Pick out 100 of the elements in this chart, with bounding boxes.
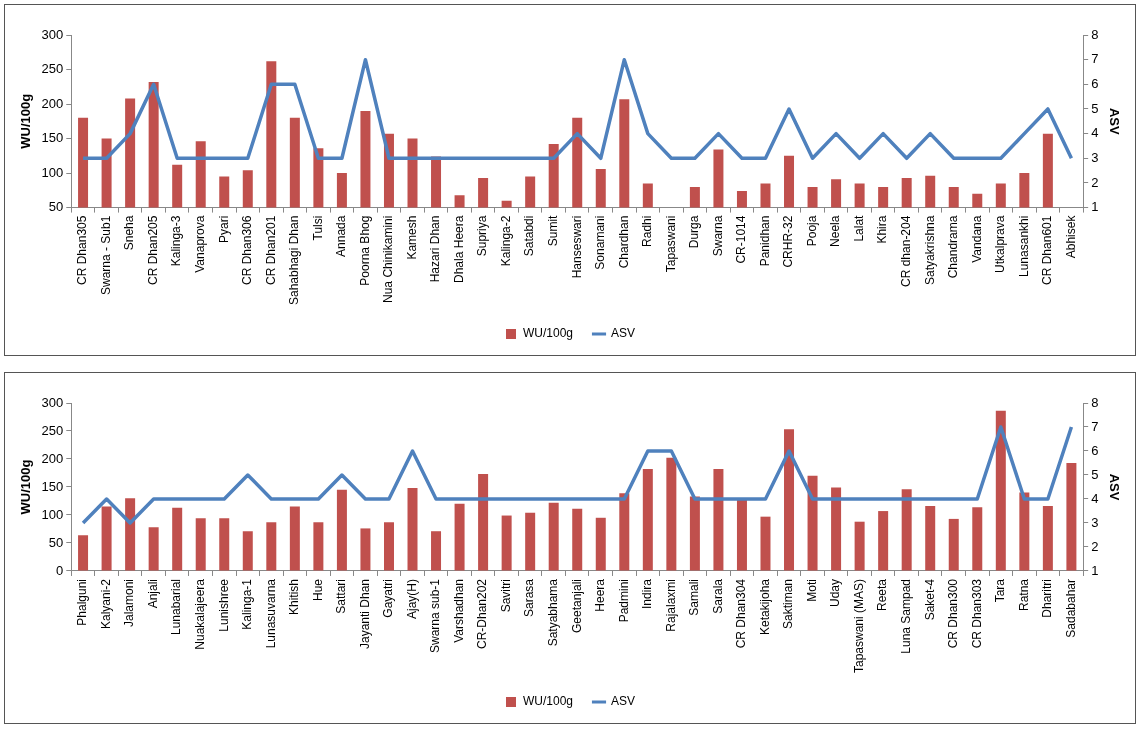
x-tick-label: CR-Dhan202: [475, 578, 490, 650]
x-tick-label: Dharitri: [1040, 578, 1055, 618]
x-tick-label: Ketakijoha: [757, 578, 772, 636]
x-tick-label: Tulsi: [310, 215, 325, 241]
y-tick-label: 200: [41, 95, 64, 111]
bar: [219, 518, 230, 571]
x-tick-label: Reeta: [875, 578, 890, 611]
x-tick-label: Lunishree: [216, 578, 231, 632]
x-tick-label: CR Dhan300: [946, 578, 961, 649]
x-tick-label: Varshadhan: [451, 578, 466, 643]
x-tick-label: Sadabahar: [1063, 578, 1078, 638]
bar: [1019, 492, 1030, 571]
y2-tick-label: 4: [1091, 125, 1099, 141]
y2-tick-label: 7: [1091, 418, 1099, 434]
bar: [736, 498, 747, 571]
x-tick-label: Moti: [804, 578, 819, 602]
bar: [548, 502, 559, 571]
x-tick-label: CR dhan-204: [898, 215, 913, 287]
x-tick-label: Satyakrishna: [922, 215, 937, 285]
x-tick-label: Savitri: [498, 578, 513, 613]
y2-axis-title: ASV: [1106, 107, 1122, 135]
y-tick-label: 100: [41, 164, 64, 180]
bar: [525, 512, 536, 571]
x-tick-label: Lunasuvarna: [263, 578, 278, 649]
x-tick-label: CRHR-32: [781, 215, 796, 268]
bar: [854, 521, 865, 571]
x-tick-label: Sattari: [334, 578, 349, 614]
y-tick-label: 150: [41, 130, 64, 146]
bar: [242, 531, 253, 571]
x-tick-label: Kalinga-1: [240, 578, 255, 630]
x-tick-label: CR Dhan306: [240, 215, 255, 285]
x-tick-label: CR Dhan305: [75, 215, 90, 285]
bar: [454, 503, 465, 571]
x-tick-label: Utkalprava: [993, 215, 1008, 273]
x-tick-label: Ratna: [1016, 578, 1031, 611]
x-tick-label: Poorna Bhog: [357, 215, 372, 286]
bar: [666, 457, 677, 571]
y-axis-title: WU/100g: [18, 459, 34, 515]
x-tick-label: Rajalaxmi: [663, 578, 678, 632]
y2-tick-label: 4: [1091, 490, 1099, 506]
y-tick-label: 250: [41, 422, 64, 438]
x-tick-label: Tara: [993, 578, 1008, 603]
y2-tick-label: 8: [1091, 394, 1099, 410]
y2-tick-label: 3: [1091, 514, 1099, 530]
y-tick-label: 300: [41, 394, 64, 410]
bar: [148, 527, 159, 571]
bar: [689, 496, 700, 571]
bar: [101, 506, 112, 571]
x-tick-label: Tapaswani (MAS): [851, 578, 866, 673]
x-tick-label: Kalyani-2: [98, 578, 113, 629]
x-tick-label: Jalamoni: [122, 578, 137, 627]
x-tick-label: CR-1014: [734, 215, 749, 264]
x-tick-label: Hanseswari: [569, 215, 584, 279]
legend-label: ASV: [611, 326, 636, 341]
x-tick-label: Nua Chinikamini: [381, 215, 396, 303]
bar: [78, 535, 89, 571]
x-tick-label: Anjali: [145, 578, 160, 609]
y2-tick-label: 5: [1091, 466, 1099, 482]
x-tick-label: Lalat: [851, 214, 866, 242]
x-tick-label: Abhisek: [1063, 214, 1078, 259]
y2-tick-label: 6: [1091, 75, 1099, 91]
x-tick-label: CR Dhan303: [969, 578, 984, 649]
x-tick-label: Radhi: [640, 215, 655, 247]
legend-label: ASV: [611, 694, 636, 709]
x-tick-label: Uday: [828, 578, 843, 607]
bar: [501, 515, 512, 571]
x-tick-label: Ajay(H): [404, 578, 419, 619]
x-tick-label: Gayatri: [381, 578, 396, 618]
bar: [878, 511, 889, 571]
x-tick-label: Sarasa: [522, 578, 537, 617]
y-tick-label: 0: [56, 562, 64, 578]
bar: [383, 522, 394, 571]
x-tick-label: CR Dhan601: [1040, 215, 1055, 285]
bar: [266, 522, 277, 571]
x-tick-label: Indira: [640, 578, 655, 609]
y2-tick-label: 1: [1091, 199, 1099, 215]
x-tick-label: Lunabarial: [169, 578, 184, 636]
x-tick-label: Hue: [310, 578, 325, 601]
bar: [125, 498, 136, 571]
bar: [313, 522, 324, 571]
x-tick-label: Kalinga-2: [498, 215, 513, 267]
bar: [901, 489, 912, 571]
y2-tick-label: 7: [1091, 51, 1099, 67]
y-tick-label: 200: [41, 450, 64, 466]
x-tick-label: Sumit: [546, 214, 561, 247]
x-tick-label: Pyari: [216, 215, 231, 243]
bar: [595, 517, 606, 571]
bar: [807, 475, 818, 571]
x-tick-label: Khitish: [287, 578, 302, 615]
bar: [760, 516, 771, 571]
y2-tick-label: 1: [1091, 562, 1099, 578]
y-tick-label: 50: [48, 199, 64, 215]
legend-label: WU/100g: [522, 694, 574, 709]
bar: [431, 531, 442, 571]
x-tick-label: Sonamani: [593, 215, 608, 270]
y2-tick-label: 8: [1091, 26, 1099, 42]
bar: [1042, 506, 1053, 571]
y2-tick-label: 2: [1091, 174, 1099, 190]
y2-tick-label: 3: [1091, 149, 1099, 165]
x-tick-label: Phalguni: [75, 578, 90, 626]
